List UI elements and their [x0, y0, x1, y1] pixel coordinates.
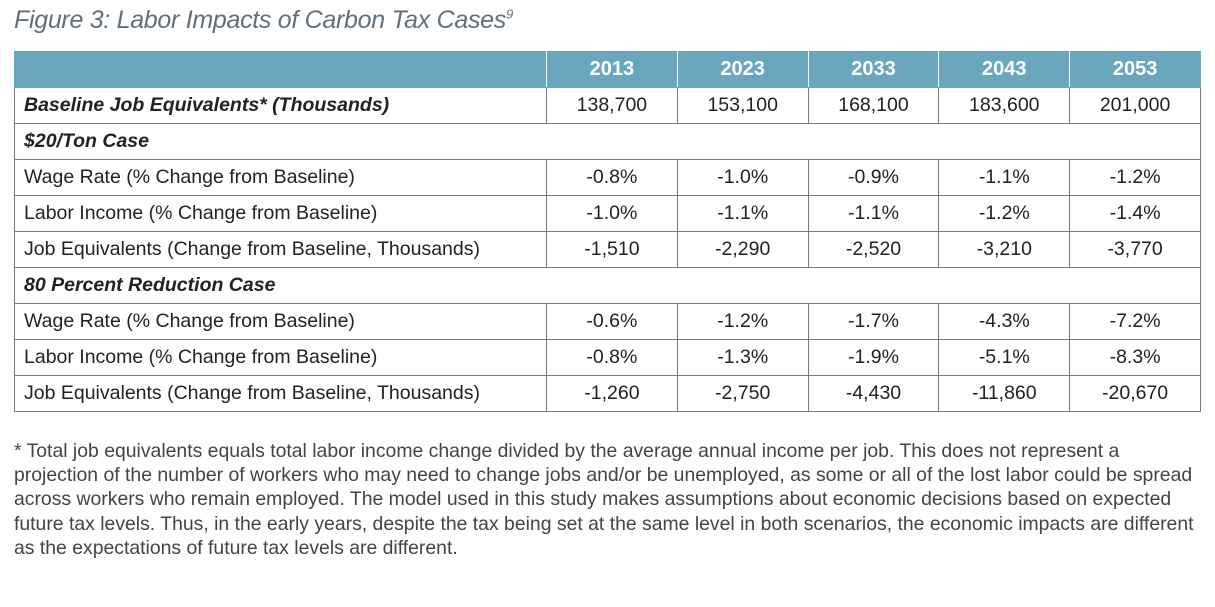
- cell-value: -0.6%: [546, 303, 678, 340]
- cell-value: -0.8%: [546, 159, 678, 196]
- year-header-row: 2013 2023 2033 2043 2053: [14, 51, 1201, 88]
- header-year-2043: 2043: [938, 51, 1071, 88]
- row-label: Wage Rate (% Change from Baseline): [14, 159, 547, 196]
- cell-value: -1.3%: [676, 339, 809, 376]
- section-title: $20/Ton Case: [14, 123, 1201, 160]
- cell-value: -4,430: [807, 375, 940, 412]
- cell-value: -3,770: [1069, 231, 1201, 268]
- figure-title-text: Figure 3: Labor Impacts of Carbon Tax Ca…: [14, 6, 506, 34]
- cell-value: -5.1%: [938, 339, 1071, 376]
- baseline-value: 138,700: [546, 87, 678, 124]
- table-row: Wage Rate (% Change from Baseline) -0.8%…: [14, 159, 1201, 196]
- section-header-row: $20/Ton Case: [14, 123, 1201, 160]
- row-label: Job Equivalents (Change from Baseline, T…: [14, 231, 547, 268]
- cell-value: -2,520: [807, 231, 940, 268]
- baseline-row: Baseline Job Equivalents* (Thousands) 13…: [14, 87, 1201, 124]
- footnote-reference: 9: [505, 6, 513, 22]
- header-year-2013: 2013: [546, 51, 678, 88]
- table-row: Labor Income (% Change from Baseline) -1…: [14, 195, 1201, 232]
- cell-value: -0.9%: [807, 159, 940, 196]
- row-label: Labor Income (% Change from Baseline): [14, 339, 547, 376]
- cell-value: -1.2%: [1069, 159, 1201, 196]
- cell-value: -8.3%: [1069, 339, 1201, 376]
- cell-value: -1.2%: [676, 303, 809, 340]
- cell-value: -1,510: [546, 231, 678, 268]
- table-row: Job Equivalents (Change from Baseline, T…: [14, 231, 1201, 268]
- cell-value: -1.2%: [938, 195, 1071, 232]
- table-row: Wage Rate (% Change from Baseline) -0.6%…: [14, 303, 1201, 340]
- section-title: 80 Percent Reduction Case: [14, 267, 1201, 304]
- baseline-label: Baseline Job Equivalents* (Thousands): [14, 87, 547, 124]
- cell-value: -1.4%: [1069, 195, 1201, 232]
- cell-value: -1.1%: [807, 195, 940, 232]
- baseline-value: 153,100: [676, 87, 809, 124]
- table-row: Job Equivalents (Change from Baseline, T…: [14, 375, 1201, 412]
- header-year-2023: 2023: [676, 51, 809, 88]
- table-footnote: * Total job equivalents equals total lab…: [14, 440, 1194, 559]
- cell-value: -1.7%: [807, 303, 940, 340]
- cell-value: -2,290: [676, 231, 809, 268]
- row-label: Labor Income (% Change from Baseline): [14, 195, 547, 232]
- cell-value: -20,670: [1069, 375, 1201, 412]
- header-year-2053: 2053: [1069, 51, 1201, 88]
- cell-value: -1.0%: [676, 159, 809, 196]
- row-label: Job Equivalents (Change from Baseline, T…: [14, 375, 547, 412]
- figure-title: Figure 3: Labor Impacts of Carbon Tax Ca…: [14, 6, 513, 35]
- cell-value: -1.9%: [807, 339, 940, 376]
- cell-value: -2,750: [676, 375, 809, 412]
- header-year-2033: 2033: [807, 51, 940, 88]
- cell-value: -0.8%: [546, 339, 678, 376]
- table-row: Labor Income (% Change from Baseline) -0…: [14, 339, 1201, 376]
- baseline-value: 201,000: [1069, 87, 1201, 124]
- baseline-value: 168,100: [807, 87, 940, 124]
- cell-value: -1,260: [546, 375, 678, 412]
- section-header-row: 80 Percent Reduction Case: [14, 267, 1201, 304]
- cell-value: -3,210: [938, 231, 1071, 268]
- cell-value: -4.3%: [938, 303, 1071, 340]
- cell-value: -1.0%: [546, 195, 678, 232]
- baseline-value: 183,600: [938, 87, 1071, 124]
- row-label: Wage Rate (% Change from Baseline): [14, 303, 547, 340]
- cell-value: -11,860: [938, 375, 1071, 412]
- cell-value: -7.2%: [1069, 303, 1201, 340]
- cell-value: -1.1%: [676, 195, 809, 232]
- labor-impacts-table: 2013 2023 2033 2043 2053 Baseline Job Eq…: [14, 51, 1201, 412]
- header-cell-empty: [14, 51, 547, 88]
- cell-value: -1.1%: [938, 159, 1071, 196]
